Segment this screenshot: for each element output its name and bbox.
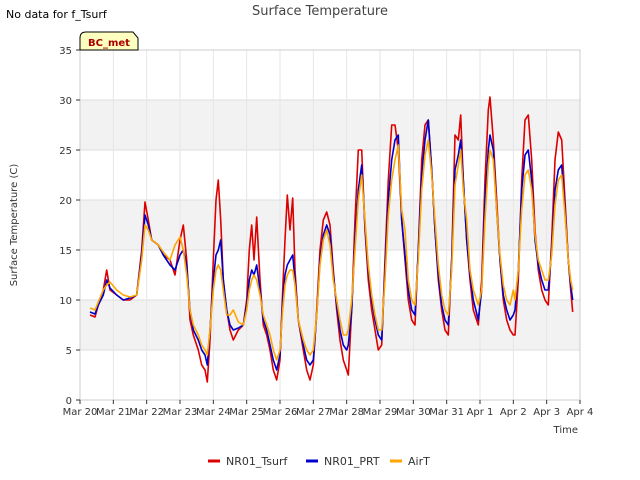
- x-tick-label: Apr 2: [500, 407, 527, 418]
- grid-bands: [80, 100, 580, 350]
- legend-label: NR01_PRT: [324, 455, 380, 468]
- y-axis-label: Surface Temperature (C): [9, 164, 20, 287]
- badge-label: BC_met: [88, 38, 130, 49]
- x-tick-label: Apr 4: [567, 407, 594, 418]
- site-badge: BC_met: [79, 31, 139, 51]
- legend: NR01_Tsurf NR01_PRT AirT: [208, 455, 430, 468]
- plot-area: [79, 49, 581, 401]
- chart-title: Surface Temperature: [252, 4, 388, 19]
- badge-shape: [79, 31, 139, 51]
- plot-frame: [79, 49, 581, 401]
- x-tick-label: Mar 26: [263, 407, 298, 418]
- y-tick-label: 35: [59, 46, 72, 57]
- series-lines: [89, 96, 574, 383]
- x-tick-label: Mar 29: [363, 407, 398, 418]
- grid-band: [80, 300, 580, 350]
- x-tick-label: Mar 21: [96, 407, 131, 418]
- x-tick-label: Apr 1: [467, 407, 494, 418]
- x-tick-label: Mar 22: [129, 407, 164, 418]
- x-tick-label: Mar 25: [229, 407, 264, 418]
- y-tick-label: 5: [66, 346, 72, 357]
- x-axis-label: Time: [553, 425, 578, 436]
- grid-band: [80, 100, 580, 150]
- x-tick-label: Mar 23: [163, 407, 198, 418]
- series-line-airt: [89, 139, 574, 361]
- x-tick-label: Mar 24: [196, 407, 231, 418]
- legend-label: NR01_Tsurf: [226, 455, 288, 468]
- x-tick-label: Mar 27: [296, 407, 331, 418]
- x-tick-label: Apr 3: [533, 407, 560, 418]
- legend-label: AirT: [408, 455, 430, 468]
- y-tick-label: 30: [59, 96, 72, 107]
- y-tick-label: 10: [59, 296, 72, 307]
- no-data-note: No data for f_Tsurf: [6, 8, 108, 21]
- x-tick-label: Mar 28: [329, 407, 364, 418]
- y-axis: 0 5 10 15 20 25 30 35: [59, 46, 80, 407]
- y-tick-label: 25: [59, 146, 72, 157]
- y-tick-label: 0: [66, 396, 72, 407]
- y-tick-label: 20: [59, 196, 72, 207]
- x-tick-label: Mar 30: [396, 407, 431, 418]
- x-tick-label: Mar 31: [429, 407, 464, 418]
- x-tick-label: Mar 20: [63, 407, 98, 418]
- y-tick-label: 15: [59, 246, 72, 257]
